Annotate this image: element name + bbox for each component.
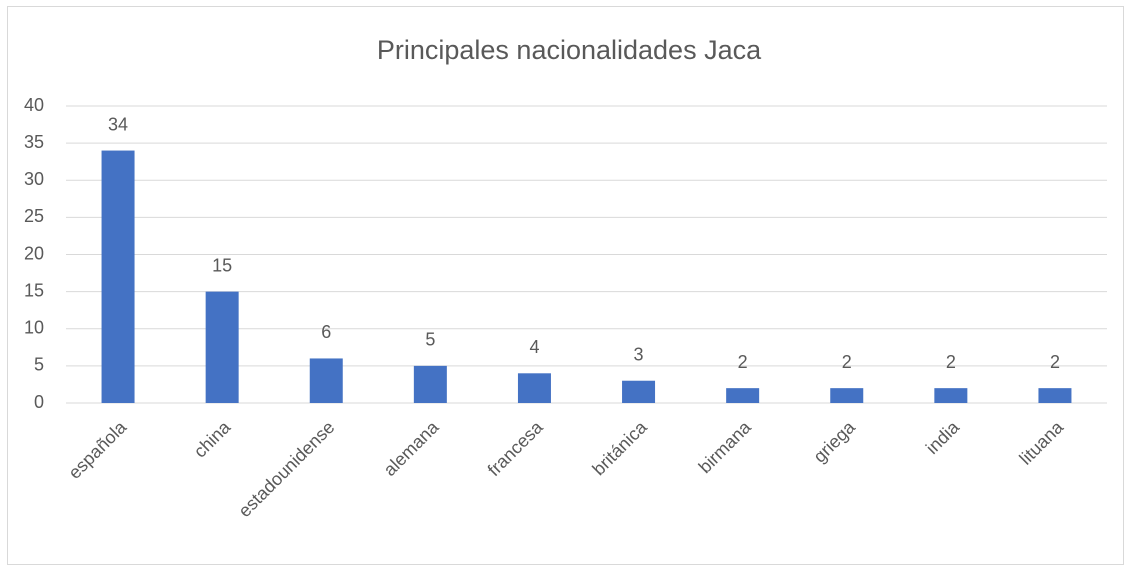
data-label: 6 bbox=[321, 322, 331, 342]
y-tick-label: 5 bbox=[34, 355, 44, 375]
bar bbox=[205, 291, 239, 403]
bar bbox=[830, 388, 864, 403]
data-label: 2 bbox=[842, 352, 852, 372]
bar bbox=[101, 150, 135, 403]
chart-border bbox=[7, 6, 1124, 565]
bar bbox=[1038, 388, 1072, 403]
bar bbox=[413, 365, 447, 403]
bar bbox=[726, 388, 760, 403]
y-tick-label: 25 bbox=[24, 206, 44, 226]
y-tick-label: 20 bbox=[24, 243, 44, 263]
y-tick-label: 40 bbox=[24, 95, 44, 115]
data-label: 3 bbox=[634, 344, 644, 364]
data-label: 5 bbox=[425, 330, 435, 350]
chart-title: Principales nacionalidades Jaca bbox=[377, 35, 762, 65]
data-label: 34 bbox=[108, 114, 128, 134]
y-tick-label: 30 bbox=[24, 169, 44, 189]
y-tick-label: 10 bbox=[24, 318, 44, 338]
bar bbox=[934, 388, 968, 403]
y-tick-label: 35 bbox=[24, 132, 44, 152]
y-tick-label: 15 bbox=[24, 280, 44, 300]
data-label: 4 bbox=[529, 337, 539, 357]
bar bbox=[309, 358, 343, 403]
bar bbox=[622, 380, 656, 403]
data-label: 2 bbox=[946, 352, 956, 372]
bar bbox=[517, 373, 551, 403]
data-label: 2 bbox=[738, 352, 748, 372]
data-label: 2 bbox=[1050, 352, 1060, 372]
y-tick-label: 0 bbox=[34, 392, 44, 412]
data-label: 15 bbox=[212, 255, 232, 275]
